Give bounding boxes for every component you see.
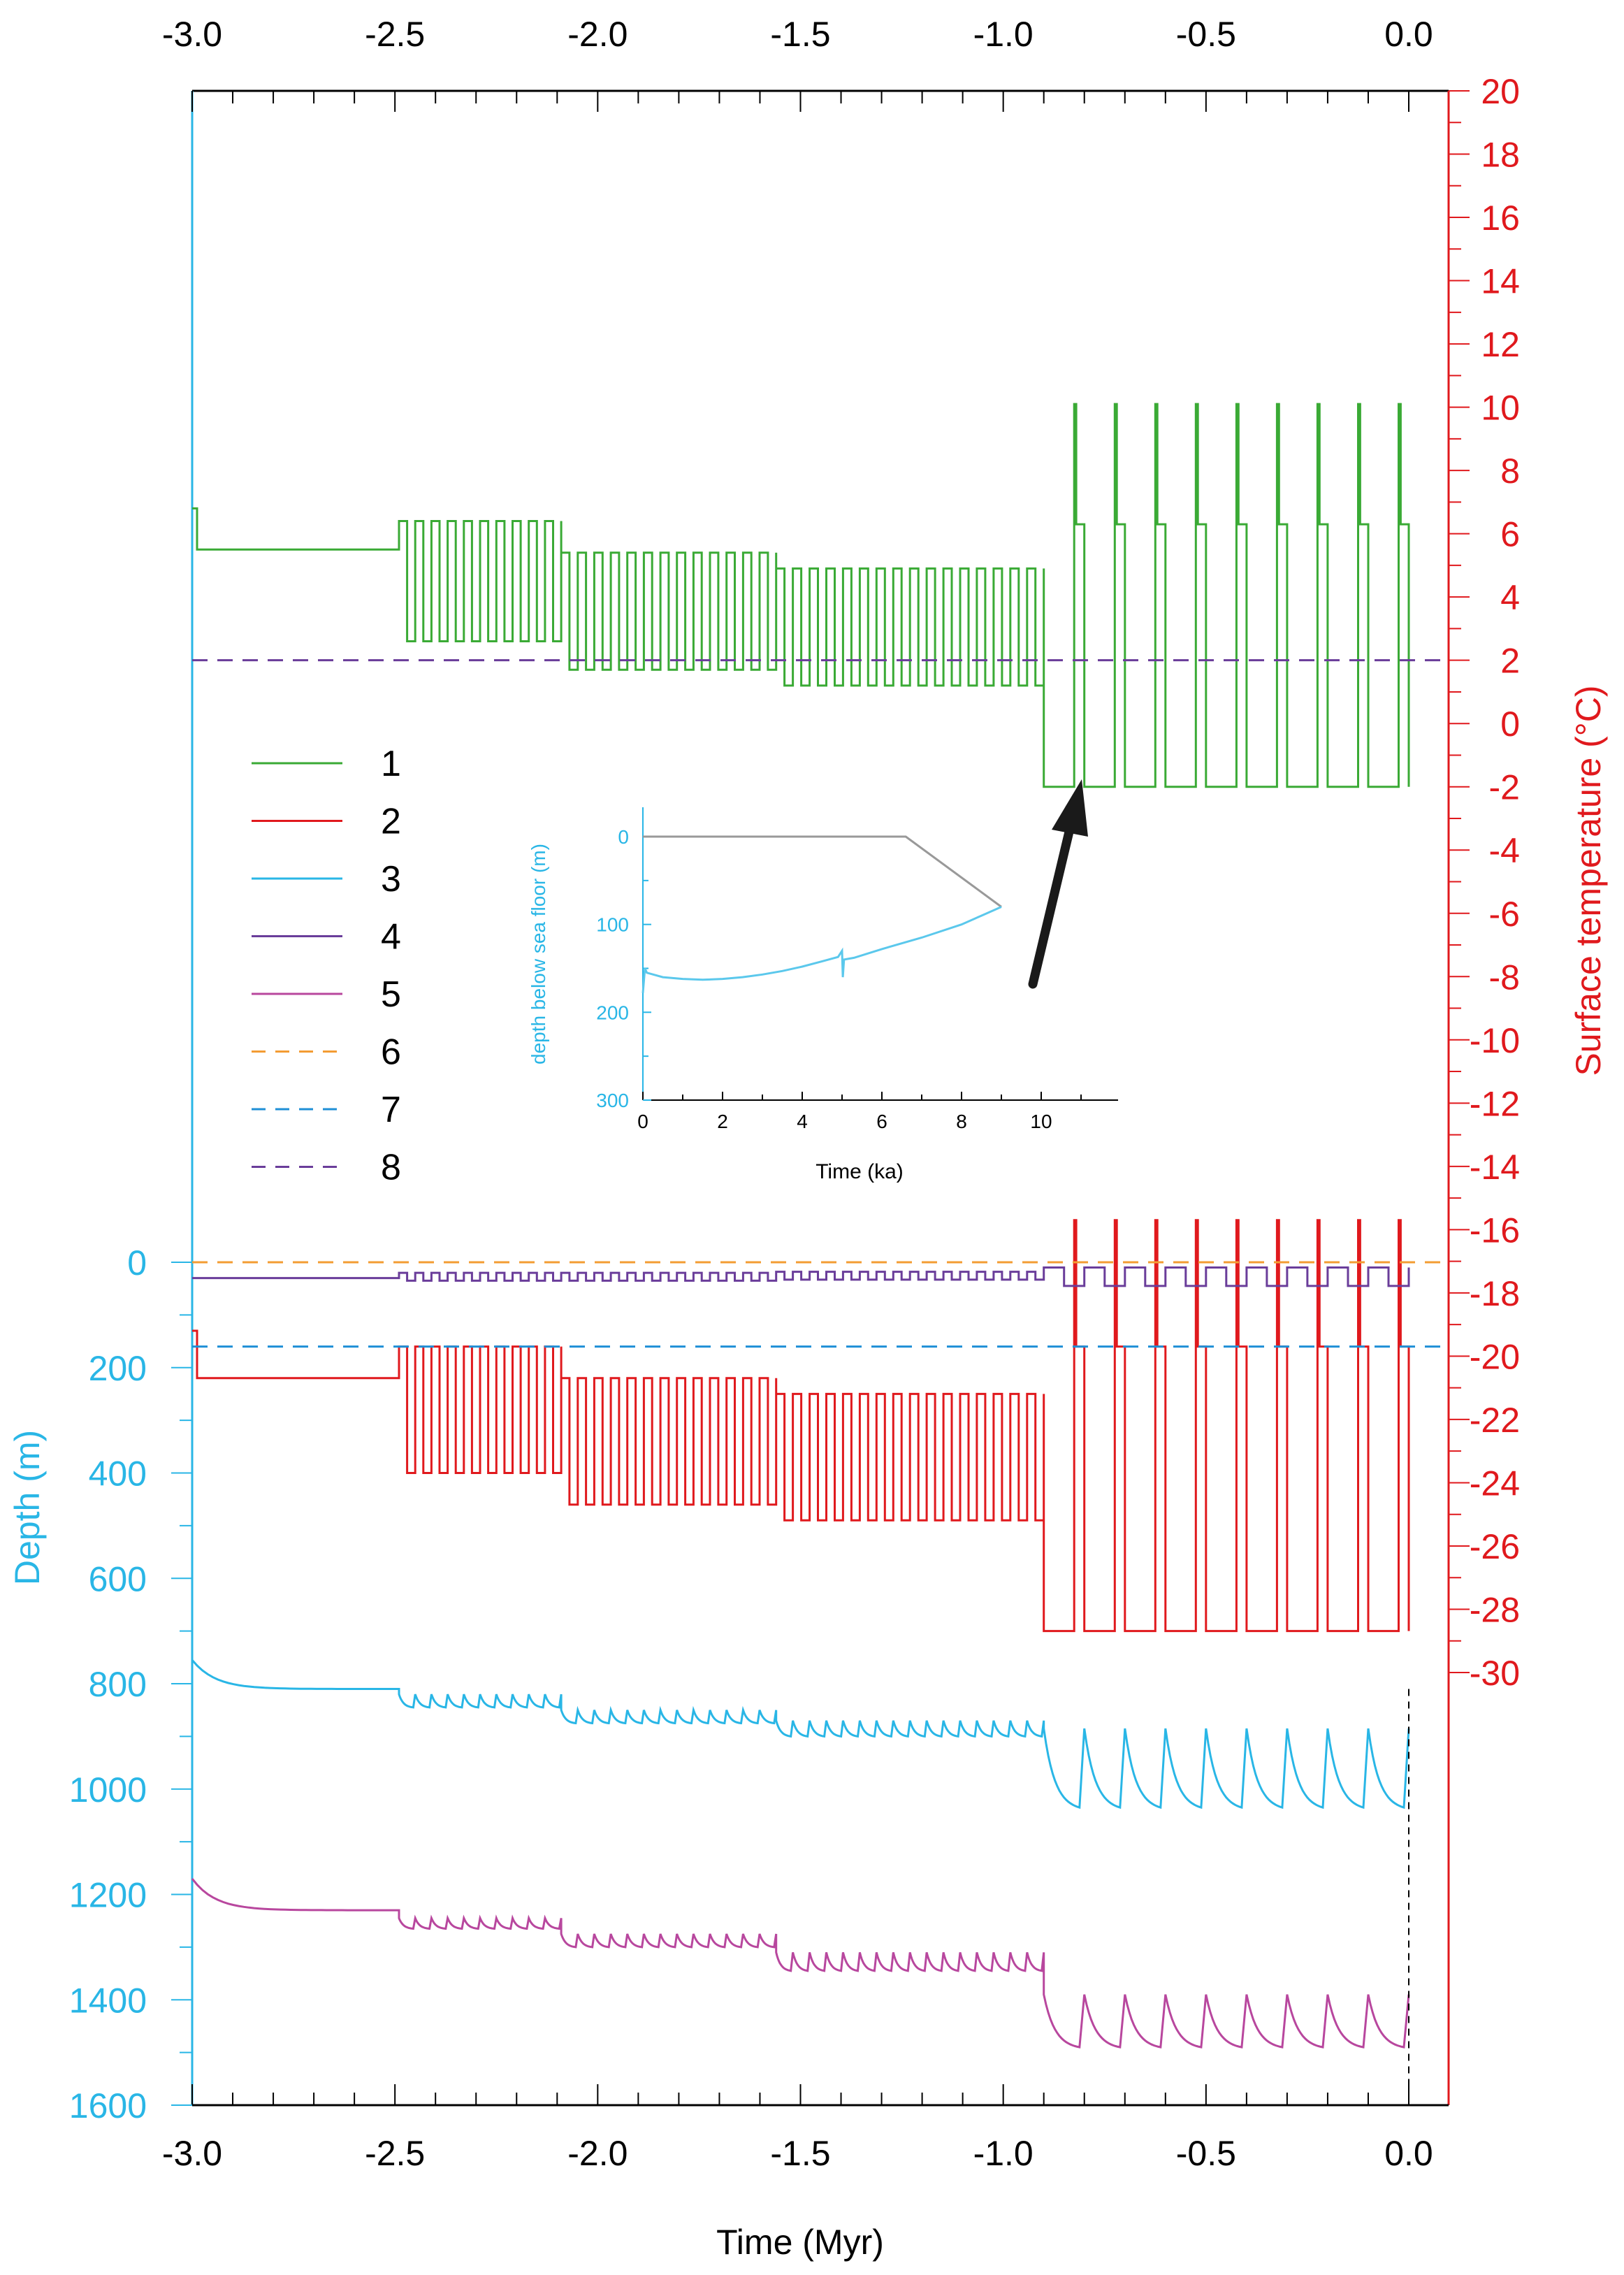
- legend-label-4: 4: [381, 917, 401, 958]
- legend-label-5: 5: [381, 974, 401, 1015]
- right-temp-tick-label: 2: [1500, 642, 1520, 681]
- right-temp-tick-label: 0: [1500, 705, 1520, 744]
- right-temp-tick-label: -8: [1489, 958, 1520, 997]
- inset-x-tick-label: 10: [1030, 1111, 1052, 1132]
- left-depth-tick-label: 200: [89, 1349, 147, 1388]
- left-depth-tick-label: 1200: [69, 1876, 147, 1915]
- right-temp-tick-label: -12: [1470, 1084, 1520, 1123]
- series-layer: [191, 403, 1449, 2105]
- bottom-x-tick-label: -1.0: [973, 2134, 1034, 2173]
- right-temp-tick-label: -22: [1470, 1401, 1520, 1440]
- inset-x-tick-label: 0: [637, 1111, 648, 1132]
- right-temp-tick-label: -6: [1489, 895, 1520, 934]
- left-depth-tick-label: 1400: [69, 1981, 147, 2020]
- right-temp-tick-label: -24: [1470, 1464, 1520, 1503]
- right-temp-tick-label: -4: [1489, 831, 1520, 870]
- top-x-tick-label: -1.0: [973, 15, 1034, 54]
- inset-y-tick-label: 200: [596, 1002, 629, 1023]
- right-temp-tick-label: 4: [1500, 578, 1520, 617]
- inset-x-tick-label: 8: [956, 1111, 967, 1132]
- right-temperature-axis: 20181614121086420-2-4-6-8-10-12-14-16-18…: [1449, 72, 1520, 1693]
- inset-y-axis-title: depth below sea floor (m): [528, 844, 549, 1064]
- inset-series: [641, 835, 1002, 993]
- left-depth-tick-label: 1000: [69, 1770, 147, 1810]
- right-temp-tick-label: 18: [1481, 136, 1520, 175]
- left-depth-tick-label: 800: [89, 1665, 147, 1704]
- legend-label-6: 6: [381, 1032, 401, 1073]
- top-x-tick-label: -1.5: [770, 15, 830, 54]
- right-temp-tick-label: -20: [1470, 1337, 1520, 1376]
- top-x-tick-label: -0.5: [1176, 15, 1236, 54]
- left-depth-tick-label: 0: [127, 1243, 147, 1283]
- left-depth-tick-label: 400: [89, 1454, 147, 1494]
- right-temp-tick-label: 10: [1481, 389, 1520, 428]
- inset-y-tick-label: 100: [596, 914, 629, 936]
- inset-series-depth: [641, 906, 1002, 993]
- right-temp-tick-label: 8: [1500, 452, 1520, 491]
- inset-arrow: [1028, 779, 1088, 989]
- top-x-tick-label: 0.0: [1384, 15, 1433, 54]
- legend-label-7: 7: [381, 1090, 401, 1130]
- bottom-x-tick-label: -3.0: [162, 2134, 222, 2173]
- bottom-x-tick-label: 0.0: [1384, 2134, 1433, 2173]
- right-temp-tick-label: 6: [1500, 515, 1520, 554]
- left-depth-axis: 0 200 400 600 800 1000 1200 1400 1600: [69, 1243, 192, 2125]
- inset-x-axis-title: Time (ka): [815, 1160, 904, 1183]
- bottom-x-axis: -3.0 -2.5 -2.0 -1.5 -1.0 -0.5 0.0: [162, 2084, 1433, 2173]
- inset-arrow-head: [1052, 779, 1088, 837]
- left-depth-tick-label: 1600: [69, 2086, 147, 2125]
- right-temp-tick-label: -30: [1470, 1654, 1520, 1693]
- inset-series-sea-floor: [643, 835, 1002, 908]
- left-depth-tick-label: 600: [89, 1559, 147, 1598]
- plot-frame: [191, 89, 1450, 2107]
- right-temp-tick-label: -16: [1470, 1211, 1520, 1250]
- right-temp-tick-label: -14: [1470, 1148, 1520, 1187]
- right-temp-tick-label: -10: [1470, 1021, 1520, 1060]
- right-axis-title: Surface temperature (°C): [1569, 685, 1608, 1076]
- legend-label-2: 2: [381, 802, 401, 842]
- series-1-line: [192, 403, 1410, 788]
- x-axis-title: Time (Myr): [716, 2223, 884, 2262]
- right-temp-tick-label: 20: [1481, 72, 1520, 111]
- right-temp-tick-label: -26: [1470, 1527, 1520, 1566]
- bottom-x-tick-label: -2.5: [365, 2134, 425, 2173]
- inset-x-tick-label: 4: [797, 1111, 808, 1132]
- legend-label-3: 3: [381, 859, 401, 900]
- series-4-line: [192, 1266, 1410, 1287]
- legend-label-8: 8: [381, 1148, 401, 1188]
- right-temp-tick-label: 14: [1481, 262, 1520, 301]
- left-axis-title: Depth (m): [8, 1430, 47, 1585]
- bottom-x-tick-label: -2.0: [567, 2134, 628, 2173]
- right-temp-tick-label: 16: [1481, 198, 1520, 238]
- bottom-x-tick-label: -0.5: [1176, 2134, 1236, 2173]
- right-temp-tick-label: -28: [1470, 1590, 1520, 1629]
- inset-arrow-shaft: [1028, 827, 1074, 989]
- legend: 1 2 3 4 5 6 7 8: [252, 744, 401, 1188]
- right-temp-tick-label: -18: [1470, 1274, 1520, 1313]
- series-5-line: [191, 1877, 1410, 2049]
- legend-label-1: 1: [381, 744, 401, 784]
- inset-y-tick-label: 300: [596, 1090, 629, 1111]
- right-temp-tick-label: -2: [1489, 768, 1520, 807]
- bottom-x-tick-label: -1.5: [770, 2134, 830, 2173]
- inset-y-tick-label: 0: [618, 826, 629, 848]
- inset-x-tick-label: 2: [717, 1111, 728, 1132]
- series-3-line: [191, 1659, 1410, 1810]
- top-x-tick-label: -2.0: [567, 15, 628, 54]
- top-x-tick-label: -2.5: [365, 15, 425, 54]
- top-x-tick-label: -3.0: [162, 15, 222, 54]
- right-temp-tick-label: 12: [1481, 325, 1520, 364]
- inset-x-tick-label: 6: [876, 1111, 887, 1132]
- top-x-axis: -3.0 -2.5 -2.0 -1.5 -1.0 -0.5 0.0: [162, 15, 1433, 112]
